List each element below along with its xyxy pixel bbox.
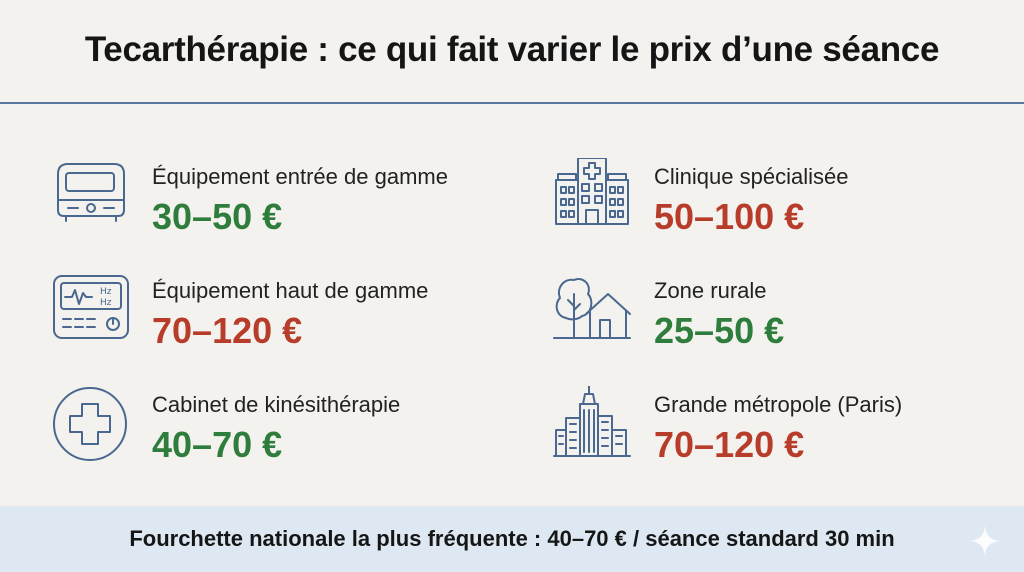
item-price: 30–50 € xyxy=(152,196,283,237)
price-factor-high-end-equipment: Hz Hz Équipement haut de gamme 70–120 € xyxy=(50,272,490,372)
price-factor-specialized-clinic: Clinique spécialisée 50–100 € xyxy=(552,158,992,258)
item-label: Zone rurale xyxy=(654,278,767,303)
city-skyline-icon xyxy=(552,386,632,466)
hz-device-icon: Hz Hz xyxy=(50,272,130,352)
hz-readout-2: Hz xyxy=(100,298,112,308)
summary-text: Fourchette nationale la plus fréquente :… xyxy=(129,526,895,551)
hz-readout-1: Hz xyxy=(100,287,112,297)
sparkle-icon xyxy=(969,525,1001,557)
price-factor-rural-area: Zone rurale 25–50 € xyxy=(552,272,992,372)
tree-house-icon xyxy=(552,272,632,352)
item-label: Cabinet de kinésithérapie xyxy=(152,392,401,417)
page-title: Tecarthérapie : ce qui fait varier le pr… xyxy=(84,30,940,69)
summary-banner: Fourchette nationale la plus fréquente :… xyxy=(0,506,1024,572)
title-divider xyxy=(0,102,1024,104)
item-price: 50–100 € xyxy=(654,196,805,237)
medical-cross-icon xyxy=(50,386,130,466)
price-factor-physio-practice: Cabinet de kinésithérapie 40–70 € xyxy=(50,386,490,486)
price-factor-big-city: Grande métropole (Paris) 70–120 € xyxy=(552,386,992,486)
item-label: Équipement haut de gamme xyxy=(152,278,429,303)
item-price: 40–70 € xyxy=(152,424,283,465)
item-label: Clinique spécialisée xyxy=(654,164,849,189)
item-price: 25–50 € xyxy=(654,310,785,351)
item-price: 70–120 € xyxy=(654,424,805,465)
price-factor-basic-equipment: Équipement entrée de gamme 30–50 € xyxy=(50,158,490,258)
item-price: 70–120 € xyxy=(152,310,303,351)
item-label: Équipement entrée de gamme xyxy=(152,164,448,189)
basic-device-icon xyxy=(50,158,130,238)
item-label: Grande métropole (Paris) xyxy=(654,392,903,417)
hospital-icon xyxy=(552,158,632,238)
